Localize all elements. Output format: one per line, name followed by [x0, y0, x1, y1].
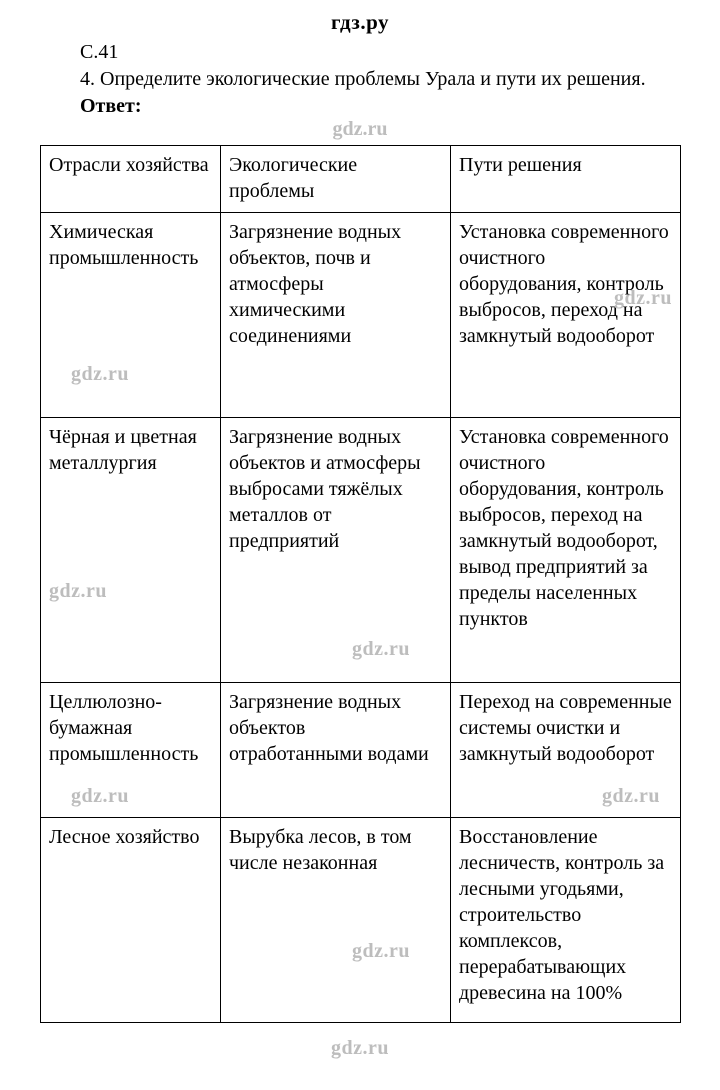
cell-problem: Загрязнение водных объектов отработанным… — [221, 683, 451, 818]
col-header-problem: Экологические проблемы — [221, 146, 451, 213]
cell-text: Химическая промышленность — [49, 221, 198, 269]
task-text: Определите экологические проблемы Урала … — [100, 68, 646, 90]
cell-solution: Установка современного очистного оборудо… — [451, 418, 681, 683]
watermark-cell: gdz.ru — [352, 636, 410, 662]
cell-problem: Загрязнение водных объектов и атмосферы … — [221, 418, 451, 683]
watermark-cell: gdz.ru — [602, 783, 660, 809]
table-row: Химическая промышленность gdz.ru Загрязн… — [41, 213, 681, 418]
cell-text: Восстановление лесничеств, контроль за л… — [459, 826, 664, 1004]
cell-industry: Лесное хозяйство — [41, 818, 221, 1023]
watermark-cell: gdz.ru — [71, 361, 129, 387]
cell-text: Вырубка лесов, в том числе незаконная — [229, 826, 412, 874]
cell-text: Установка современного очистного оборудо… — [459, 426, 669, 630]
cell-solution: Установка современного очистного оборудо… — [451, 213, 681, 418]
task-number: 4. — [80, 68, 95, 90]
table-row: Чёрная и цветная металлургия gdz.ru Загр… — [41, 418, 681, 683]
cell-problem: Загрязнение водных объектов, почв и атмо… — [221, 213, 451, 418]
cell-industry: Целлюлозно-бумажная промышленность gdz.r… — [41, 683, 221, 818]
watermark-mid: gdz.ru — [40, 118, 680, 141]
watermark-cell: gdz.ru — [71, 783, 129, 809]
table-row: Лесное хозяйство Вырубка лесов, в том чи… — [41, 818, 681, 1023]
cell-text: Чёрная и цветная металлургия — [49, 426, 197, 474]
cell-text: Загрязнение водных объектов, почв и атмо… — [229, 221, 401, 347]
cell-industry: Химическая промышленность gdz.ru — [41, 213, 221, 418]
brand-top: гдз.ру — [40, 10, 680, 35]
cell-solution: Переход на современные системы очистки и… — [451, 683, 681, 818]
watermark-cell: gdz.ru — [352, 938, 410, 964]
cell-solution: Восстановление лесничеств, контроль за л… — [451, 818, 681, 1023]
task-line: 4. Определите экологические проблемы Ура… — [80, 66, 680, 93]
answer-label: Ответ: — [80, 93, 680, 120]
cell-industry: Чёрная и цветная металлургия gdz.ru — [41, 418, 221, 683]
cell-text: Загрязнение водных объектов и атмосферы … — [229, 426, 421, 552]
cell-text: Целлюлозно-бумажная промышленность — [49, 691, 198, 765]
cell-text: Переход на современные системы очистки и… — [459, 691, 672, 765]
cell-text: Загрязнение водных объектов отработанным… — [229, 691, 429, 765]
page-container: гдз.ру С.41 4. Определите экологические … — [0, 0, 720, 1090]
col-header-solution: Пути решения — [451, 146, 681, 213]
ecology-table: Отрасли хозяйства Экологические проблемы… — [40, 145, 681, 1023]
cell-text: Установка современного очистного оборудо… — [459, 221, 669, 347]
col-header-industry: Отрасли хозяйства — [41, 146, 221, 213]
watermark-cell: gdz.ru — [49, 578, 107, 604]
table-header-row: Отрасли хозяйства Экологические проблемы… — [41, 146, 681, 213]
task-block: С.41 4. Определите экологические проблем… — [40, 39, 680, 120]
table-row: Целлюлозно-бумажная промышленность gdz.r… — [41, 683, 681, 818]
cell-text: Лесное хозяйство — [49, 826, 199, 848]
watermark-bottom: gdz.ru — [40, 1037, 680, 1060]
page-reference: С.41 — [80, 39, 680, 66]
cell-problem: Вырубка лесов, в том числе незаконная gd… — [221, 818, 451, 1023]
